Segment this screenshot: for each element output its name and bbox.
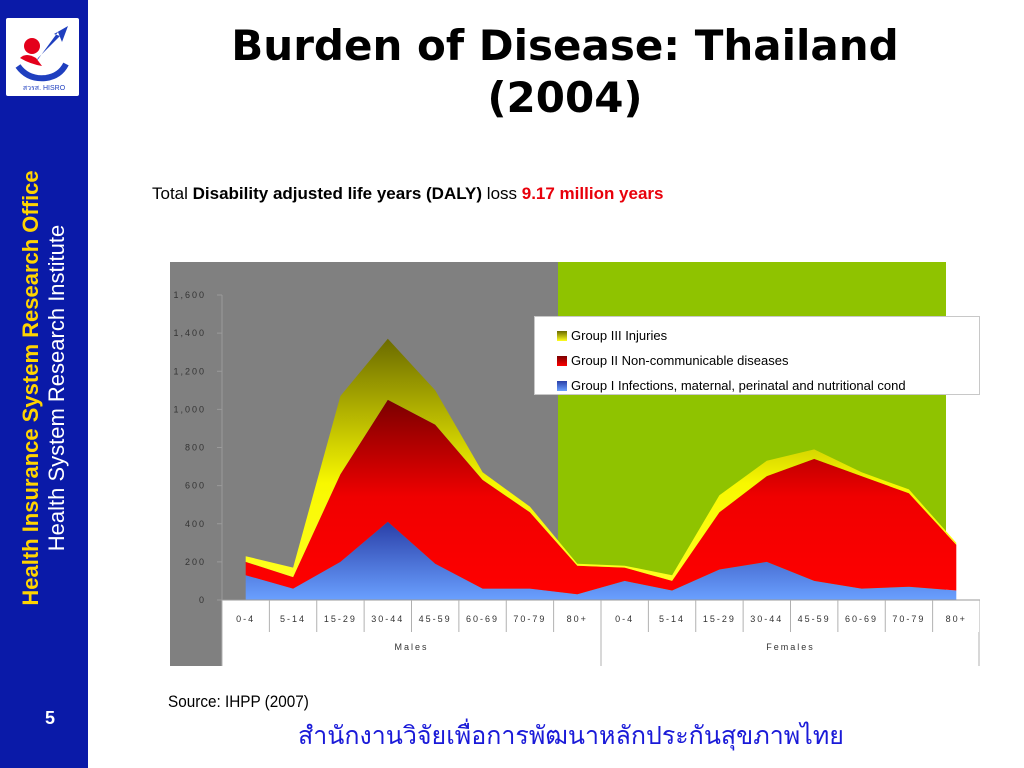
y-tick-label: 1,200 xyxy=(173,366,206,376)
subtitle-daly: Disability adjusted life years (DALY) xyxy=(192,184,483,203)
organization-label: Health Insurance System Research Office … xyxy=(18,170,70,605)
x-group-label: Females xyxy=(766,642,815,652)
y-tick-label: 600 xyxy=(185,481,206,491)
x-group-label: Males xyxy=(394,642,428,652)
y-tick-label: 1,400 xyxy=(173,328,206,338)
x-tick-label: 5-14 xyxy=(659,614,685,624)
y-tick-label: 0 xyxy=(199,595,206,605)
legend-item-injuries: Group III Injuries xyxy=(557,323,979,348)
area-group1 xyxy=(245,521,957,600)
x-tick-label: 80+ xyxy=(567,614,588,624)
x-tick-label: 0-4 xyxy=(236,614,255,624)
logo-icon: สวรส. HISRO xyxy=(15,26,69,92)
y-tick-label: 1,000 xyxy=(173,404,206,414)
legend-swatch-ncd xyxy=(557,355,567,366)
y-tick-label: 1,600 xyxy=(173,290,206,300)
y-tick-label: 200 xyxy=(185,557,206,567)
y-tick-label: 400 xyxy=(185,519,206,529)
x-tick-label: 45-59 xyxy=(419,614,452,624)
slide-title: Burden of Disease: Thailand (2004) xyxy=(231,21,899,122)
x-tick-label: 60-69 xyxy=(466,614,499,624)
subtitle-prefix: Total xyxy=(152,184,193,203)
x-tick-label: 70-79 xyxy=(513,614,546,624)
x-tick-label: 30-44 xyxy=(371,614,404,624)
legend-label-injuries: Group III Injuries xyxy=(571,328,668,343)
legend-label-ncd: Group II Non-communicable diseases xyxy=(571,353,789,368)
page-number: 5 xyxy=(44,708,55,728)
subtitle-mid: loss xyxy=(482,184,522,203)
x-tick-label: 70-79 xyxy=(892,614,925,624)
source-note: Source: IHPP (2007) xyxy=(168,692,309,711)
hisro-logo: สวรส. HISRO xyxy=(6,18,79,96)
legend-swatch-infections xyxy=(557,380,567,391)
sidebar: สวรส. HISRO Health Insurance System Rese… xyxy=(0,0,88,768)
legend-item-infections: Group I Infections, maternal, perinatal … xyxy=(557,373,979,398)
org-name-primary: Health Insurance System Research Office xyxy=(18,170,43,606)
legend-item-ncd: Group II Non-communicable diseases xyxy=(557,348,979,373)
org-name-secondary: Health System Research Institute xyxy=(44,224,69,552)
x-tick-label: 30-44 xyxy=(750,614,783,624)
x-tick-label: 60-69 xyxy=(845,614,878,624)
area-group3 xyxy=(245,338,957,581)
x-tick-label: 5-14 xyxy=(280,614,306,624)
area-group2 xyxy=(245,399,957,595)
y-tick-label: 800 xyxy=(185,443,206,453)
x-tick-label: 80+ xyxy=(946,614,967,624)
legend-label-infections: Group I Infections, maternal, perinatal … xyxy=(571,378,906,393)
x-tick-label: 15-29 xyxy=(324,614,357,624)
legend-swatch-injuries xyxy=(557,330,567,341)
chart-legend: Group III Injuries Group II Non-communic… xyxy=(534,316,980,395)
thai-footer: สำนักงานวิจัยเพื่อการพัฒนาหลักประกันสุขภ… xyxy=(298,721,844,750)
svg-text:สวรส. HISRO: สวรส. HISRO xyxy=(23,85,66,92)
subtitle-value: 9.17 million years xyxy=(521,184,664,203)
x-tick-label: 45-59 xyxy=(798,614,831,624)
x-tick-label: 0-4 xyxy=(615,614,634,624)
x-tick-label: 15-29 xyxy=(703,614,736,624)
slide-subtitle: Total Disability adjusted life years (DA… xyxy=(152,184,664,204)
